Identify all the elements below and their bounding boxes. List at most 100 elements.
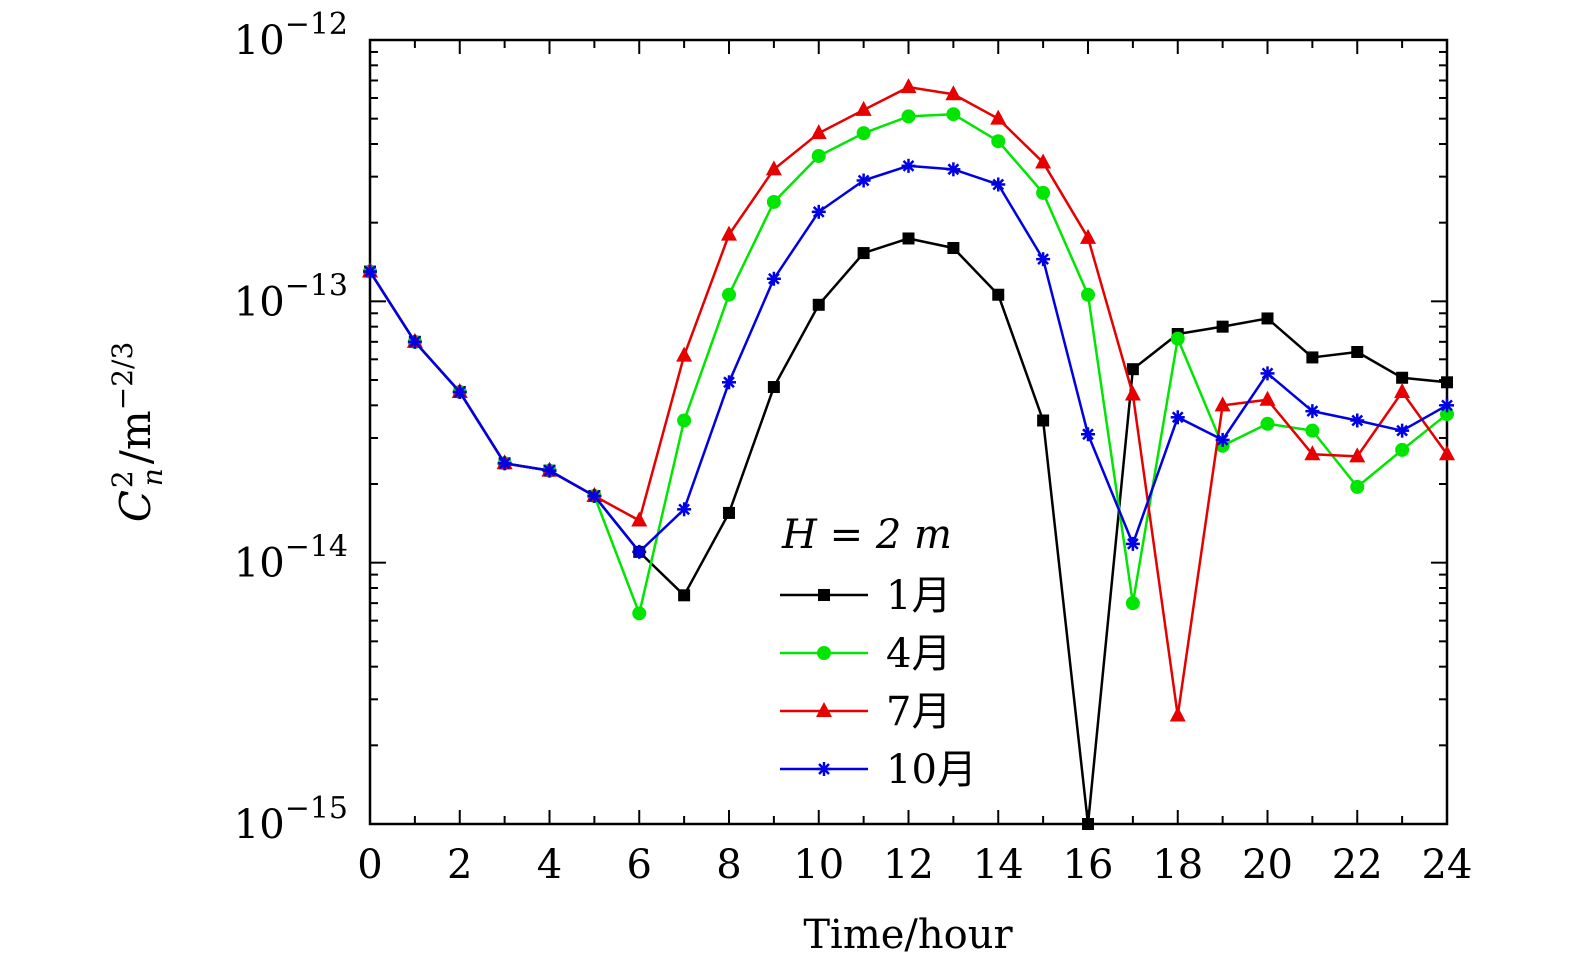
data-point — [407, 334, 422, 349]
data-point — [1036, 185, 1051, 200]
y-label-sup: 2 — [106, 470, 139, 488]
series-triangle — [362, 78, 1455, 722]
x-tick-label: 0 — [357, 842, 382, 888]
data-point — [818, 589, 830, 601]
data-point — [816, 702, 832, 717]
series-line — [368, 85, 1449, 717]
data-point — [991, 177, 1006, 192]
data-point — [1259, 390, 1276, 406]
data-point — [1440, 407, 1454, 422]
data-point — [817, 646, 831, 660]
axis-ticks: 0 2 4 6 8 10 12 14 16 18 20 22 2410−1210−1310−1410−1… — [234, 7, 1473, 888]
data-point — [901, 158, 916, 173]
data-point — [947, 241, 960, 254]
data-point — [945, 85, 962, 101]
y-tick-exp: −12 — [285, 7, 348, 42]
data-point — [723, 506, 735, 519]
data-point — [631, 511, 648, 527]
data-point — [677, 413, 692, 428]
data-point — [767, 381, 780, 394]
svg-text:C2n/m−2/3: C 2n/m−2/3 — [106, 342, 169, 523]
data-point — [676, 346, 693, 362]
y-tick-base: 10 — [234, 279, 285, 325]
x-tick-label: 6 — [627, 842, 652, 888]
y-tick-label: 10−14 — [234, 530, 348, 587]
x-tick-label: 2 — [447, 842, 472, 888]
data-point — [1126, 363, 1139, 376]
x-tick-label: 22 — [1332, 842, 1383, 888]
y-tick-base: 10 — [234, 802, 285, 848]
data-point — [1214, 396, 1231, 412]
data-point — [1170, 331, 1185, 346]
data-point — [1395, 442, 1410, 457]
legend-label: 4月 — [886, 631, 951, 677]
series-line — [368, 164, 1448, 554]
data-point — [587, 488, 602, 503]
x-tick-label: 4 — [537, 842, 562, 888]
data-point — [1351, 345, 1364, 358]
legend-entry: 4月 — [780, 631, 951, 677]
y-tick-base: 10 — [234, 541, 285, 587]
data-point — [857, 247, 870, 260]
y-tick-label: 10−12 — [234, 7, 348, 64]
data-point — [901, 109, 916, 124]
data-point — [811, 204, 826, 219]
y-tick-base: 10 — [234, 18, 285, 64]
data-point — [765, 160, 782, 176]
x-tick-label: 18 — [1152, 842, 1203, 888]
data-point — [1035, 153, 1052, 169]
legend-title: H = 2 m — [781, 512, 952, 558]
data-point — [1350, 413, 1365, 428]
data-point — [1082, 818, 1094, 830]
data-point — [363, 264, 377, 279]
y-tick-exp: −15 — [285, 791, 348, 826]
data-point — [1125, 536, 1140, 551]
y-axis-label: C 2n/m−2/3 — [106, 342, 169, 523]
data-point — [1260, 366, 1275, 381]
data-point — [452, 384, 467, 399]
data-point — [991, 134, 1006, 149]
data-point — [990, 109, 1007, 125]
y-tick-label: 10−13 — [234, 268, 348, 325]
data-point — [900, 78, 917, 94]
x-axis-label: Time/hour — [803, 912, 1013, 958]
data-point — [810, 124, 827, 140]
data-point — [1260, 416, 1275, 431]
x-tick-label: 12 — [883, 842, 934, 888]
data-point — [721, 225, 737, 241]
data-point — [722, 375, 736, 390]
y-tick-exp: −13 — [285, 268, 348, 303]
data-point — [811, 148, 826, 163]
data-point — [1081, 287, 1095, 302]
data-point — [992, 288, 1005, 301]
data-point — [946, 162, 961, 177]
data-point — [632, 544, 647, 559]
data-point — [1170, 410, 1185, 425]
legend: H = 2 m 1月 4月 7月 10月 — [780, 512, 977, 793]
y-tick-label: 10−15 — [234, 791, 348, 848]
data-point — [1306, 351, 1319, 364]
series-layer — [362, 78, 1455, 830]
legend-entry: 1月 — [780, 573, 951, 619]
y-label-unit: /m — [111, 410, 160, 464]
x-tick-label: 14 — [973, 842, 1024, 888]
data-point — [1261, 312, 1274, 325]
data-point — [1216, 320, 1229, 333]
data-point — [856, 126, 871, 141]
legend-label: 1月 — [886, 573, 951, 619]
data-point — [1394, 382, 1411, 398]
data-point — [766, 194, 781, 209]
y-label-sub: n — [136, 468, 169, 486]
data-point — [856, 173, 871, 188]
data-point — [902, 232, 915, 245]
legend-label: 7月 — [886, 689, 951, 735]
data-point — [1215, 432, 1230, 447]
data-point — [1441, 376, 1453, 389]
data-point — [1440, 398, 1454, 413]
data-point — [1125, 596, 1140, 611]
data-point — [766, 271, 781, 286]
x-tick-label: 10 — [793, 842, 844, 888]
data-point — [1037, 414, 1050, 427]
